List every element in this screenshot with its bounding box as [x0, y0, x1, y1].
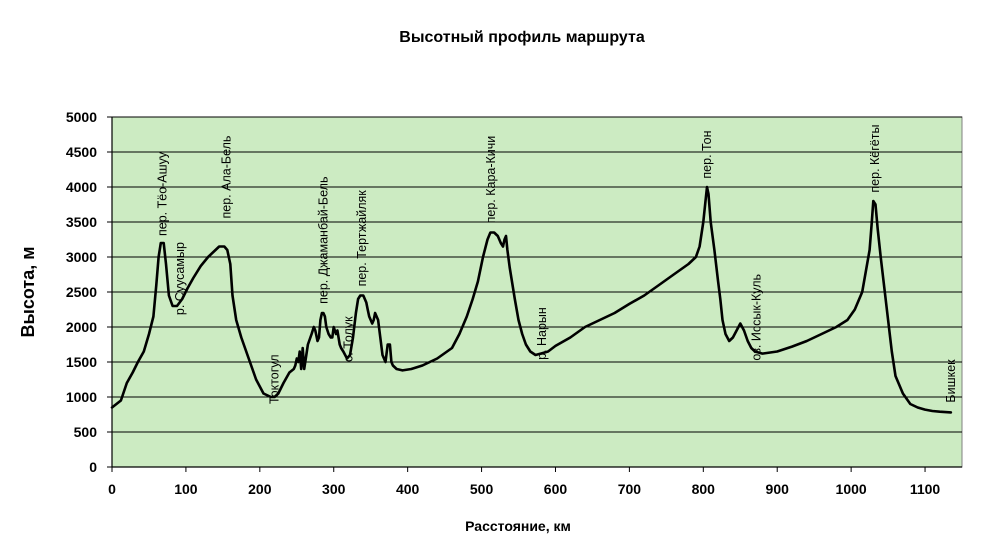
- gridlines: [112, 116, 962, 433]
- x-tick-label: 900: [766, 481, 790, 497]
- annotation-label: р. Нарын: [535, 307, 549, 360]
- x-tick-label: 1100: [910, 481, 941, 497]
- annotation-label: Токтогул: [268, 354, 282, 404]
- y-tick-label: 2000: [66, 319, 97, 335]
- y-tick-label: 3500: [66, 214, 97, 230]
- y-tick-label: 500: [74, 424, 98, 440]
- chart-title: Высотный профиль маршрута: [399, 29, 645, 46]
- annotation-label: пер. Кара-Кичи: [484, 136, 498, 224]
- x-tick-label: 800: [692, 481, 716, 497]
- y-tick-label: 4000: [66, 179, 97, 195]
- y-tick-label: 1500: [66, 354, 97, 370]
- annotation-label: пер. Тертжайляк: [355, 190, 369, 287]
- annotation-label: пер. Тон: [700, 130, 714, 178]
- x-axis-title: Расстояние, км: [465, 518, 571, 534]
- y-tick-label: 1000: [66, 389, 97, 405]
- x-tick-label: 100: [174, 481, 198, 497]
- annotation-label: р. Суусамыр: [173, 242, 187, 315]
- annotation-label: оз. Иссык-Куль: [750, 274, 764, 361]
- annotation-label: пер. Тёо-Ашуу: [155, 151, 169, 236]
- x-tick-label: 500: [470, 481, 494, 497]
- annotation-label: с. Толук: [342, 316, 356, 362]
- x-tick-label: 0: [108, 481, 116, 497]
- x-tick-labels: 0 100 200 300 400 500 600 700 800 900 1000 1100: [108, 481, 940, 497]
- y-tick-labels: 0 500 1000 1500 2000 2500 3000 3500 4000 4500 5000: [66, 109, 97, 475]
- annotation-label: Бишкек: [944, 359, 958, 403]
- annotation-label: пер. Ала-Бель: [220, 136, 234, 219]
- x-tick-label: 600: [544, 481, 568, 497]
- y-tick-label: 4500: [66, 144, 97, 160]
- y-tick-label: 0: [89, 459, 97, 475]
- elevation-line: [110, 185, 953, 414]
- annotation-label: пер. Кёгёты: [868, 125, 882, 193]
- y-tick-label: 5000: [66, 109, 97, 125]
- annotation-label: пер. Джаманбай-Бель: [316, 177, 330, 304]
- y-axis-title: Высота, м: [18, 246, 38, 337]
- annotations: пер. Тёо-Ашуу р. Суусамыр пер. Ала-Бель Ток…: [155, 125, 958, 404]
- x-tick-label: 1000: [836, 481, 867, 497]
- x-tick-label: 300: [322, 481, 346, 497]
- x-tick-label: 200: [248, 481, 272, 497]
- y-tick-label: 3000: [66, 249, 97, 265]
- x-tick-label: 400: [396, 481, 420, 497]
- x-tick-label: 700: [618, 481, 642, 497]
- y-tick-label: 2500: [66, 284, 97, 300]
